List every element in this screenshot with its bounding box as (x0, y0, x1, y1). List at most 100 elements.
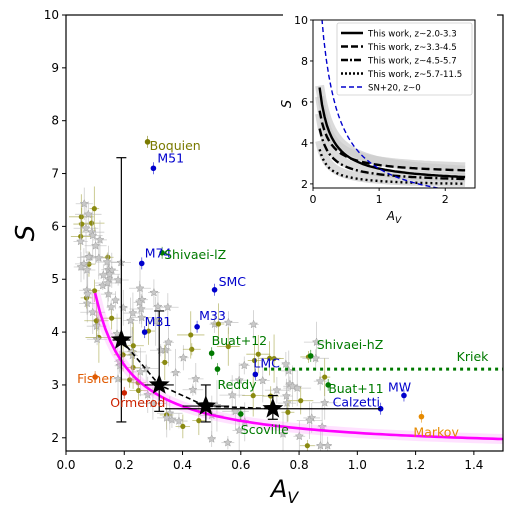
named-point-m33 (194, 324, 200, 330)
sample-star (135, 283, 145, 293)
sample-star (234, 375, 244, 385)
inset-y-axis-label: S (280, 100, 295, 108)
y-tick-label: 8 (51, 114, 59, 128)
main-plot-clip-group (69, 135, 503, 451)
sample-point (78, 214, 84, 220)
sample-star (258, 375, 268, 385)
sample-point (215, 321, 222, 327)
y-tick-label: 3 (51, 378, 59, 392)
sample-star (105, 269, 115, 279)
sample-point (91, 288, 98, 294)
inset-y-tick-label: 6 (301, 96, 308, 109)
x-tick-label: 0.4 (173, 458, 192, 472)
sample-star (88, 230, 98, 240)
sample-star (234, 425, 244, 435)
y-tick-label: 5 (51, 272, 59, 286)
named-point-scoville (238, 411, 244, 417)
sample-star (143, 390, 153, 399)
inset-uncertainty-band (315, 95, 466, 172)
sample-point (250, 393, 256, 399)
label-m33: M33 (199, 308, 226, 323)
sample-point (188, 332, 194, 338)
inset-curve-sn20 (321, 20, 442, 188)
sample-star (149, 287, 159, 297)
inset-uncertainty-band (315, 139, 466, 187)
sample-point (304, 443, 310, 449)
label-reddy: Reddy (217, 377, 257, 392)
sample-star (125, 315, 136, 325)
named-point-ormerod (121, 390, 128, 396)
y-tick-label: 9 (51, 61, 59, 75)
named-point-boquien (144, 139, 151, 145)
sample-star (76, 262, 86, 271)
inset-legend-label: This work, z~3.3-4.5 (367, 43, 457, 53)
sample-star (162, 413, 172, 422)
sample-point (225, 343, 231, 350)
x-tick-label: 0.6 (231, 458, 250, 472)
sample-star (103, 278, 113, 287)
main-plot-area: M51 M74 SMC M31 M33 LMC MW Calzetti Boquien Shiva… (11, 8, 504, 507)
inset-x-tick-label: 1 (376, 193, 383, 206)
inset-legend: This work, z~2.0-3.3 This work, z~3.3-4.5… (336, 22, 473, 96)
sample-point (189, 346, 195, 352)
sample-star (304, 415, 315, 425)
sample-point (251, 357, 258, 364)
sample-star (230, 406, 241, 416)
sample-star (106, 302, 116, 312)
named-point-buat-12 (208, 350, 215, 357)
sample-star (88, 307, 98, 317)
inset-curve-z4-5 (318, 128, 466, 181)
named-point-reddy (214, 366, 221, 372)
named-point-m74 (138, 260, 145, 267)
label-calzetti: Calzetti (333, 395, 380, 410)
sample-point (322, 374, 328, 380)
named-point-shivaei-hz (307, 353, 314, 359)
x-tick-label: 0.0 (56, 458, 75, 472)
inset-x-axis-label-subscript: V (395, 216, 402, 226)
named-point-markov (418, 413, 425, 420)
sample-star (170, 367, 181, 377)
sample-star (272, 385, 282, 395)
sample-star (315, 376, 325, 386)
inset-y-tick-label: 10 (294, 14, 308, 27)
sample-star (83, 209, 93, 219)
y-tick-label: 6 (51, 219, 59, 233)
sample-star (94, 253, 104, 262)
sample-star (223, 437, 233, 447)
sample-star (102, 257, 112, 266)
sample-star (317, 421, 327, 431)
label-kriek: Kriek (457, 349, 489, 364)
sample-point (136, 387, 142, 394)
named-point-fisher (92, 374, 98, 380)
x-tick-label: 1.2 (406, 458, 425, 472)
label-m74: M74 (145, 245, 172, 260)
x-tick-label: 1.4 (464, 458, 483, 472)
named-point-m51 (150, 165, 157, 172)
label-fisher: Fisher (77, 371, 115, 386)
label-mw: MW (388, 380, 411, 395)
sample-star (148, 398, 158, 408)
sample-star (239, 360, 249, 370)
inset-curve-z5-11 (318, 149, 466, 185)
label-smc: SMC (219, 274, 247, 289)
this-work-star-4 (262, 397, 284, 418)
y-tick-label: 10 (44, 8, 59, 22)
inset-y-tick-label: 4 (301, 137, 308, 150)
sample-point (162, 359, 168, 365)
sample-star (79, 198, 89, 208)
sample-star (92, 334, 102, 344)
sample-star (163, 302, 173, 312)
label-markov: Markov (413, 425, 459, 440)
sample-star (248, 319, 259, 329)
y-tick-label: 4 (51, 325, 59, 339)
inset-curve-z3-4 (318, 110, 466, 172)
sample-star (282, 398, 292, 408)
inset-legend-label: This work, z~4.5-5.7 (367, 57, 457, 67)
sample-point (180, 423, 186, 430)
y-tick-label: 2 (51, 431, 59, 445)
inset-legend-label: This work, z~5.7-11.5 (367, 70, 462, 80)
sample-star (281, 391, 292, 400)
this-work-dashed-line (120, 339, 273, 410)
sample-point (285, 409, 291, 415)
named-point-smc (211, 287, 218, 293)
